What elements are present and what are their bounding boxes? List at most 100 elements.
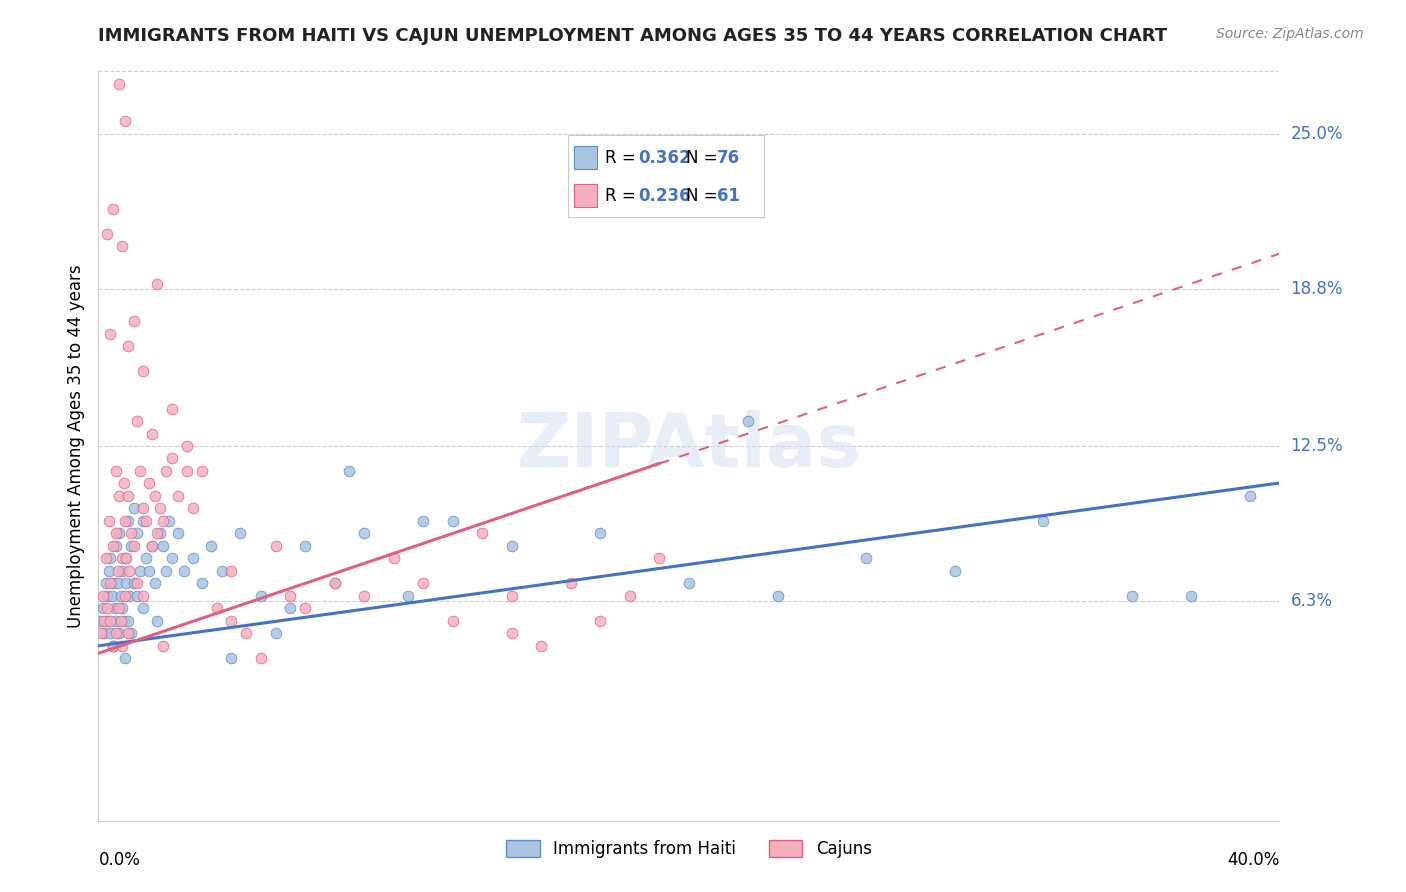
- Point: [97, 514, 120, 528]
- Point: [114, 651, 136, 665]
- Text: N =: N =: [686, 149, 723, 167]
- Point: [221, 564, 243, 578]
- Point: [104, 601, 127, 615]
- Point: [146, 614, 169, 628]
- Point: [91, 601, 114, 615]
- Point: [96, 601, 118, 615]
- Point: [146, 526, 169, 541]
- Point: [105, 464, 128, 478]
- Text: 0.0%: 0.0%: [98, 851, 141, 869]
- Point: [122, 539, 145, 553]
- Point: [176, 439, 198, 453]
- Point: [115, 576, 138, 591]
- Point: [111, 601, 134, 615]
- Text: IMMIGRANTS FROM HAITI VS CAJUN UNEMPLOYMENT AMONG AGES 35 TO 44 YEARS CORRELATIO: IMMIGRANTS FROM HAITI VS CAJUN UNEMPLOYM…: [98, 27, 1167, 45]
- Text: 12.5%: 12.5%: [1291, 437, 1343, 455]
- Point: [382, 551, 405, 566]
- FancyBboxPatch shape: [574, 184, 598, 207]
- Point: [235, 626, 257, 640]
- Point: [132, 601, 155, 615]
- Point: [98, 326, 121, 341]
- Text: 6.3%: 6.3%: [1291, 592, 1333, 610]
- Point: [135, 551, 157, 566]
- Point: [339, 464, 361, 478]
- Point: [112, 476, 135, 491]
- Point: [560, 576, 582, 591]
- Point: [110, 589, 132, 603]
- Text: 25.0%: 25.0%: [1291, 125, 1343, 143]
- Point: [128, 464, 150, 478]
- Legend: Immigrants from Haiti, Cajuns: Immigrants from Haiti, Cajuns: [499, 833, 879, 864]
- Point: [138, 564, 160, 578]
- Text: ZIPAtlas: ZIPAtlas: [516, 409, 862, 483]
- Point: [353, 526, 375, 541]
- Point: [117, 489, 139, 503]
- Point: [105, 526, 128, 541]
- Point: [589, 526, 612, 541]
- Point: [93, 626, 115, 640]
- Point: [152, 539, 174, 553]
- Point: [157, 514, 180, 528]
- Point: [97, 564, 120, 578]
- Point: [280, 601, 302, 615]
- Point: [155, 464, 177, 478]
- Point: [441, 614, 464, 628]
- Point: [162, 551, 183, 566]
- Point: [855, 551, 877, 566]
- Point: [91, 589, 114, 603]
- Point: [229, 526, 252, 541]
- Point: [211, 564, 233, 578]
- Y-axis label: Unemployment Among Ages 35 to 44 years: Unemployment Among Ages 35 to 44 years: [66, 264, 84, 628]
- Text: 40.0%: 40.0%: [1227, 851, 1279, 869]
- Point: [110, 614, 132, 628]
- Point: [96, 227, 118, 241]
- Point: [117, 514, 139, 528]
- Point: [181, 551, 204, 566]
- Point: [412, 514, 434, 528]
- Point: [1032, 514, 1054, 528]
- Point: [294, 601, 316, 615]
- Point: [111, 639, 134, 653]
- Text: N =: N =: [686, 186, 723, 204]
- Text: 0.236: 0.236: [638, 186, 692, 204]
- Point: [103, 639, 125, 653]
- Point: [125, 576, 148, 591]
- Point: [111, 564, 134, 578]
- Point: [1180, 589, 1202, 603]
- Point: [103, 639, 125, 653]
- Point: [105, 539, 128, 553]
- Point: [122, 501, 145, 516]
- Point: [501, 589, 523, 603]
- Point: [108, 489, 131, 503]
- Point: [323, 576, 346, 591]
- Point: [167, 489, 190, 503]
- Point: [111, 239, 134, 253]
- Point: [118, 564, 141, 578]
- Point: [141, 539, 163, 553]
- Point: [114, 551, 136, 566]
- Point: [120, 626, 142, 640]
- Point: [619, 589, 641, 603]
- Point: [125, 526, 148, 541]
- Point: [125, 589, 148, 603]
- Point: [1239, 489, 1261, 503]
- Point: [120, 539, 142, 553]
- Point: [100, 589, 122, 603]
- Point: [105, 614, 128, 628]
- Point: [98, 551, 121, 566]
- Point: [96, 614, 118, 628]
- Text: Source: ZipAtlas.com: Source: ZipAtlas.com: [1216, 27, 1364, 41]
- Point: [118, 589, 141, 603]
- Point: [128, 564, 150, 578]
- Text: 0.362: 0.362: [638, 149, 692, 167]
- Point: [108, 77, 131, 91]
- Point: [98, 614, 121, 628]
- Point: [98, 576, 121, 591]
- Point: [103, 539, 125, 553]
- Text: R =: R =: [606, 186, 641, 204]
- Point: [122, 314, 145, 328]
- Point: [221, 614, 243, 628]
- Point: [108, 601, 131, 615]
- Point: [766, 589, 789, 603]
- Point: [943, 564, 966, 578]
